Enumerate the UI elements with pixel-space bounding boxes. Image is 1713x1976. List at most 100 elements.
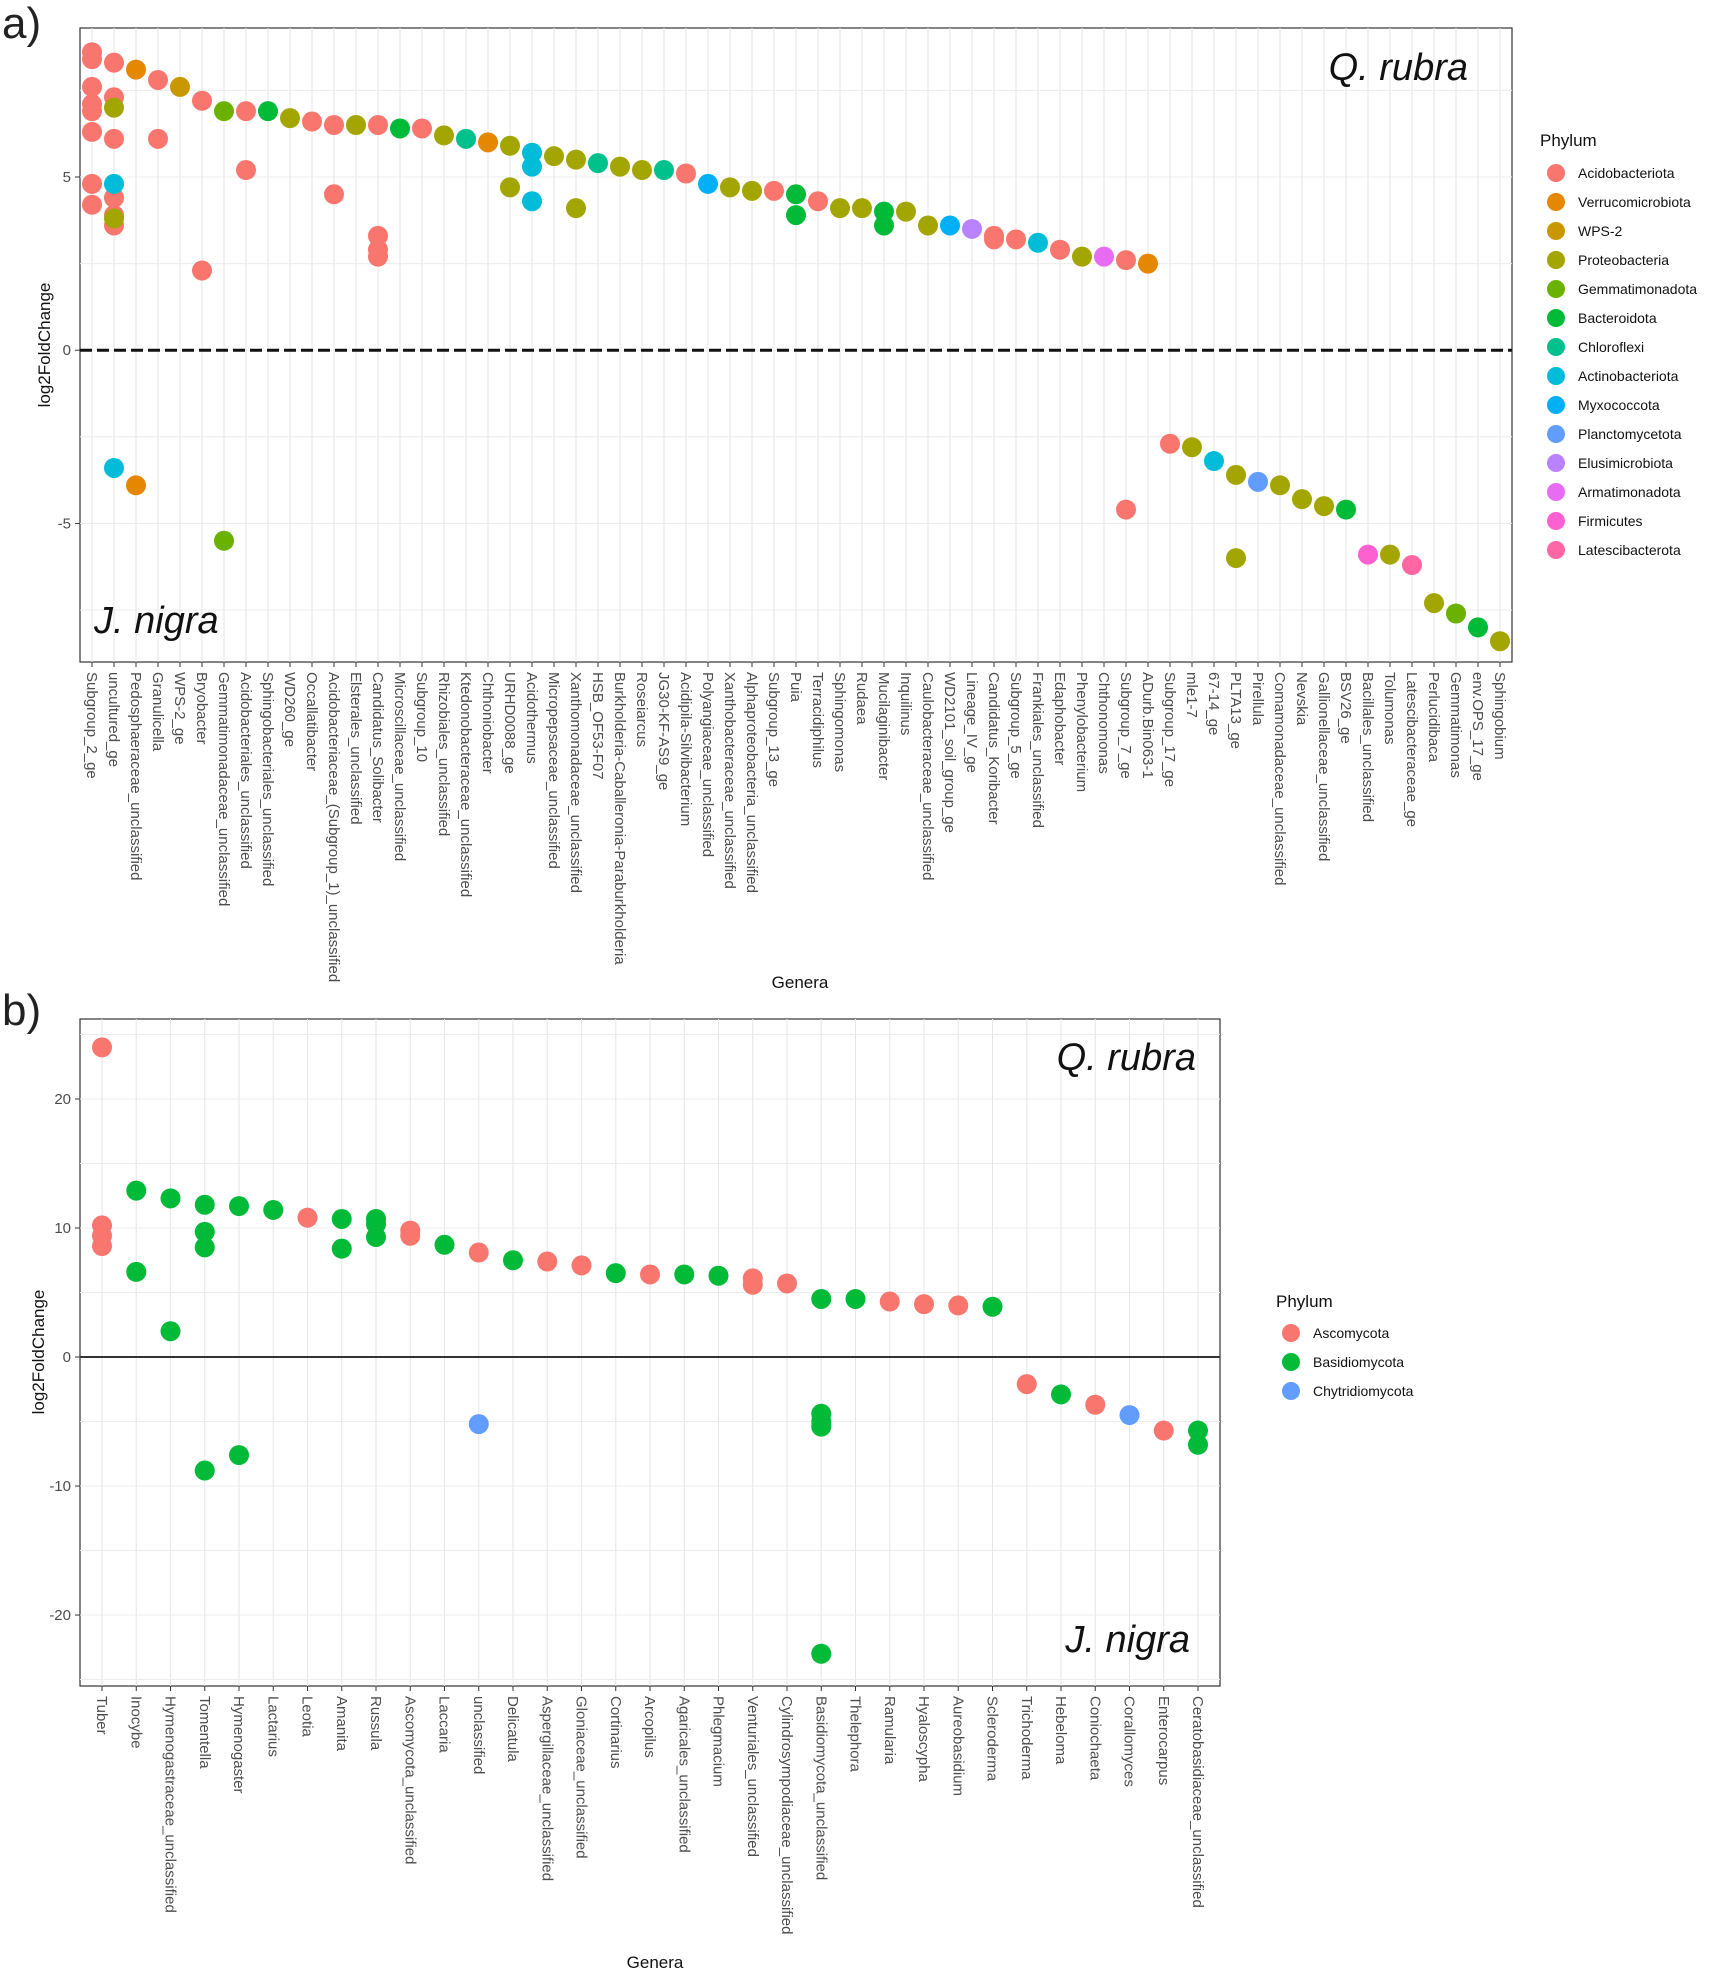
y-tick-label: -5 [58, 515, 71, 532]
data-point [148, 128, 168, 149]
data-point [676, 163, 696, 184]
data-point [1314, 496, 1334, 517]
data-point [522, 156, 542, 177]
data-point [478, 132, 498, 153]
data-point [82, 121, 102, 142]
legend-label: Basidiomycota [1313, 1354, 1404, 1370]
x-tick-label: Phlegmacium [710, 1696, 727, 1787]
panel-a: a) -5 0 5 Subgroup_2_ge uncultured_ge Pedosp… [2, 0, 1697, 992]
data-point [160, 1321, 181, 1342]
x-tick-label: BSV26_ge [1337, 672, 1354, 744]
data-point [302, 111, 322, 132]
x-tick-label: Hymenogaster [230, 1696, 247, 1794]
legend-key [1547, 512, 1565, 530]
legend-key [1547, 309, 1565, 327]
legend-label: Firmicutes [1578, 513, 1643, 529]
legend-label: Planctomycetota [1578, 426, 1682, 442]
data-point [104, 208, 124, 229]
data-point [368, 225, 388, 246]
data-point [192, 260, 212, 281]
data-point [160, 1188, 181, 1209]
data-point [92, 1037, 112, 1058]
data-point [1292, 489, 1312, 510]
data-point [566, 149, 586, 170]
x-tick-label: Ascomycota_unclassified [401, 1696, 418, 1864]
x-tick-label: Venturiales_unclassified [744, 1696, 761, 1857]
x-tick-label: Inocybe [127, 1696, 144, 1749]
data-point [236, 160, 256, 181]
legend-label: Ascomycota [1313, 1325, 1389, 1341]
panel-a-points [82, 42, 1510, 652]
data-point [1270, 475, 1290, 496]
data-point [1226, 464, 1246, 485]
legend-key [1547, 338, 1565, 356]
legend-label: WPS-2 [1578, 223, 1623, 239]
data-point [522, 142, 542, 163]
x-tick-label: Roseiarcus [633, 672, 650, 747]
data-point [674, 1264, 695, 1285]
data-point [503, 1250, 523, 1271]
x-tick-label: Pirellula [1249, 672, 1266, 726]
data-point [1119, 1405, 1140, 1426]
x-tick-label: Rudaea [853, 672, 870, 725]
x-tick-label: Perlucidibaca [1425, 672, 1442, 763]
legend-key [1547, 483, 1565, 501]
panel-a-x-axis-title: Genera [772, 973, 829, 992]
x-tick-label: Gemmatimonas [1447, 672, 1464, 778]
data-point [456, 128, 476, 149]
x-tick-label: JG30-KF-AS9_ge [655, 672, 672, 790]
x-tick-label: Corallomyces [1121, 1696, 1138, 1787]
x-tick-label: Chthonomonas [1095, 672, 1112, 774]
legend-label: Chytridiomycota [1313, 1383, 1414, 1399]
x-tick-label: Basidiomycota_unclassified [812, 1696, 829, 1880]
data-point [764, 180, 784, 201]
x-tick-label: Occallatibacter [303, 672, 320, 771]
data-point [280, 108, 300, 129]
data-point [126, 1180, 147, 1201]
panel-b-y-axis-title: log2FoldChange [29, 1290, 48, 1415]
x-tick-label: Candidatus_Koribacter [985, 672, 1002, 825]
data-point [1016, 1374, 1037, 1395]
x-tick-label: PLTA13_ge [1227, 672, 1244, 749]
data-point [537, 1251, 558, 1272]
panel-a-lower-label: J. nigra [93, 600, 219, 642]
data-point [126, 59, 146, 80]
data-point [258, 101, 278, 122]
panel-b-x-axis-title: Genera [627, 1953, 684, 1972]
data-point [229, 1196, 249, 1217]
data-point [390, 118, 410, 139]
x-tick-label: Xanthomonadaceae_unclassified [567, 672, 584, 893]
legend-label: Latescibacterota [1578, 542, 1681, 558]
data-point [1468, 617, 1488, 638]
data-point [194, 1237, 215, 1258]
x-tick-label: Delicatula [504, 1696, 521, 1763]
y-tick-label: 0 [63, 1349, 71, 1366]
data-point [324, 115, 344, 136]
data-point [940, 215, 960, 236]
legend-label: Gemmatimonadota [1578, 281, 1697, 297]
x-tick-label: Elsterales_unclassified [347, 672, 364, 825]
x-tick-label: Amanita [333, 1696, 350, 1752]
x-tick-label: Inquilinus [897, 672, 914, 735]
x-tick-label: Laccaria [436, 1696, 453, 1753]
legend-label: Acidobacteriota [1578, 165, 1675, 181]
data-point [126, 1261, 147, 1282]
legend-key [1547, 222, 1565, 240]
data-point [948, 1295, 969, 1316]
data-point [331, 1208, 352, 1229]
data-point [605, 1263, 626, 1284]
panel-a-y-ticks: -5 0 5 [58, 169, 80, 532]
data-point [148, 69, 168, 90]
data-point [1116, 499, 1136, 520]
x-tick-label: unclassified [470, 1696, 487, 1774]
x-tick-label: WPS-2_ge [171, 672, 188, 745]
x-tick-label: Edaphobacter [1051, 672, 1068, 765]
legend-label: Myxococcota [1578, 397, 1660, 413]
panel-a-x-ticks: Subgroup_2_ge uncultured_ge Pedosphaeracea… [83, 662, 1508, 982]
data-point [571, 1255, 592, 1276]
legend-label: Proteobacteria [1578, 252, 1669, 268]
data-point [874, 201, 894, 222]
data-point [1116, 250, 1136, 271]
x-tick-label: Pedosphaeraceae_unclassified [127, 672, 144, 880]
data-point [214, 530, 234, 551]
